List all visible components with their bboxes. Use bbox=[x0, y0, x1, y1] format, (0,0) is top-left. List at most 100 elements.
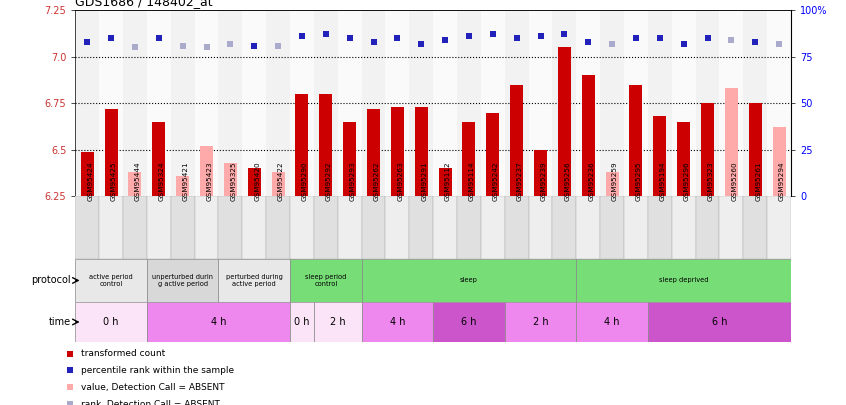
Text: 2 h: 2 h bbox=[330, 317, 345, 327]
Text: sleep deprived: sleep deprived bbox=[659, 277, 708, 284]
Bar bbox=[433, 10, 457, 196]
Bar bbox=[409, 196, 433, 259]
Text: value, Detection Call = ABSENT: value, Detection Call = ABSENT bbox=[81, 383, 225, 392]
Text: GSM95114: GSM95114 bbox=[469, 162, 475, 201]
Bar bbox=[481, 196, 505, 259]
Bar bbox=[695, 196, 719, 259]
Bar bbox=[529, 196, 552, 259]
Text: GSM95423: GSM95423 bbox=[206, 162, 212, 201]
Bar bbox=[576, 259, 791, 302]
Bar bbox=[648, 10, 672, 196]
Bar bbox=[582, 75, 595, 196]
Text: GSM95239: GSM95239 bbox=[541, 162, 547, 201]
Text: protocol: protocol bbox=[31, 275, 71, 286]
Bar bbox=[695, 10, 719, 196]
Bar bbox=[624, 10, 648, 196]
Bar bbox=[147, 10, 171, 196]
Text: 4 h: 4 h bbox=[604, 317, 620, 327]
Bar bbox=[510, 85, 523, 196]
Bar bbox=[99, 196, 123, 259]
Bar bbox=[481, 10, 505, 196]
Bar bbox=[463, 122, 475, 196]
Bar bbox=[606, 172, 618, 196]
Bar bbox=[576, 302, 648, 342]
Text: 6 h: 6 h bbox=[461, 317, 476, 327]
Bar bbox=[248, 168, 261, 196]
Text: rank, Detection Call = ABSENT: rank, Detection Call = ABSENT bbox=[81, 400, 220, 405]
Text: GSM95236: GSM95236 bbox=[588, 162, 594, 201]
Text: GSM95420: GSM95420 bbox=[254, 162, 261, 201]
Bar bbox=[415, 107, 428, 196]
Bar bbox=[242, 10, 266, 196]
Text: GDS1686 / 148402_at: GDS1686 / 148402_at bbox=[75, 0, 213, 8]
Bar bbox=[433, 196, 457, 259]
Bar bbox=[266, 196, 290, 259]
Text: GSM95263: GSM95263 bbox=[398, 162, 404, 201]
Bar bbox=[552, 10, 576, 196]
Text: 4 h: 4 h bbox=[211, 317, 226, 327]
Bar bbox=[147, 259, 218, 302]
Bar bbox=[75, 302, 147, 342]
Bar bbox=[749, 103, 761, 196]
Bar bbox=[677, 122, 690, 196]
Bar bbox=[361, 10, 386, 196]
Bar bbox=[338, 10, 361, 196]
Bar bbox=[653, 116, 667, 196]
Bar bbox=[314, 10, 338, 196]
Bar bbox=[171, 196, 195, 259]
Bar bbox=[576, 10, 600, 196]
Text: GSM95259: GSM95259 bbox=[613, 162, 618, 201]
Bar bbox=[433, 302, 505, 342]
Bar bbox=[701, 103, 714, 196]
Bar bbox=[343, 122, 356, 196]
Bar bbox=[409, 10, 433, 196]
Text: GSM95256: GSM95256 bbox=[564, 162, 570, 201]
Bar bbox=[672, 10, 695, 196]
Bar bbox=[224, 163, 237, 196]
Text: 4 h: 4 h bbox=[390, 317, 405, 327]
Bar bbox=[629, 85, 642, 196]
Bar bbox=[767, 196, 791, 259]
Bar bbox=[552, 196, 576, 259]
Bar bbox=[772, 128, 786, 196]
Text: GSM95261: GSM95261 bbox=[755, 162, 761, 201]
Bar bbox=[152, 122, 165, 196]
Text: transformed count: transformed count bbox=[81, 349, 166, 358]
Text: 6 h: 6 h bbox=[711, 317, 728, 327]
Text: 2 h: 2 h bbox=[533, 317, 548, 327]
Text: sleep period
control: sleep period control bbox=[305, 274, 347, 287]
Bar bbox=[648, 302, 791, 342]
Bar bbox=[767, 10, 791, 196]
Bar bbox=[129, 172, 141, 196]
Bar bbox=[195, 10, 218, 196]
Text: GSM95292: GSM95292 bbox=[326, 162, 332, 201]
Text: sleep: sleep bbox=[460, 277, 478, 284]
Bar bbox=[361, 259, 576, 302]
Bar bbox=[672, 196, 695, 259]
Bar bbox=[319, 94, 332, 196]
Text: perturbed during
active period: perturbed during active period bbox=[226, 274, 283, 287]
Text: GSM95323: GSM95323 bbox=[707, 162, 713, 201]
Bar bbox=[391, 107, 404, 196]
Bar bbox=[218, 196, 242, 259]
Text: GSM95324: GSM95324 bbox=[159, 162, 165, 201]
Bar bbox=[80, 152, 94, 196]
Bar bbox=[361, 302, 433, 342]
Text: GSM95294: GSM95294 bbox=[779, 162, 785, 201]
Text: GSM95242: GSM95242 bbox=[492, 162, 499, 201]
Bar bbox=[534, 150, 547, 196]
Bar bbox=[367, 109, 380, 196]
Bar bbox=[272, 172, 284, 196]
Text: GSM95325: GSM95325 bbox=[230, 162, 236, 201]
Text: active period
control: active period control bbox=[89, 274, 133, 287]
Bar bbox=[386, 196, 409, 259]
Bar bbox=[600, 10, 624, 196]
Text: GSM95296: GSM95296 bbox=[684, 162, 689, 201]
Text: GSM95295: GSM95295 bbox=[636, 162, 642, 201]
Bar bbox=[242, 196, 266, 259]
Bar bbox=[505, 302, 576, 342]
Bar bbox=[75, 259, 147, 302]
Text: time: time bbox=[49, 317, 71, 327]
Text: GSM95424: GSM95424 bbox=[87, 162, 93, 201]
Text: GSM95290: GSM95290 bbox=[302, 162, 308, 201]
